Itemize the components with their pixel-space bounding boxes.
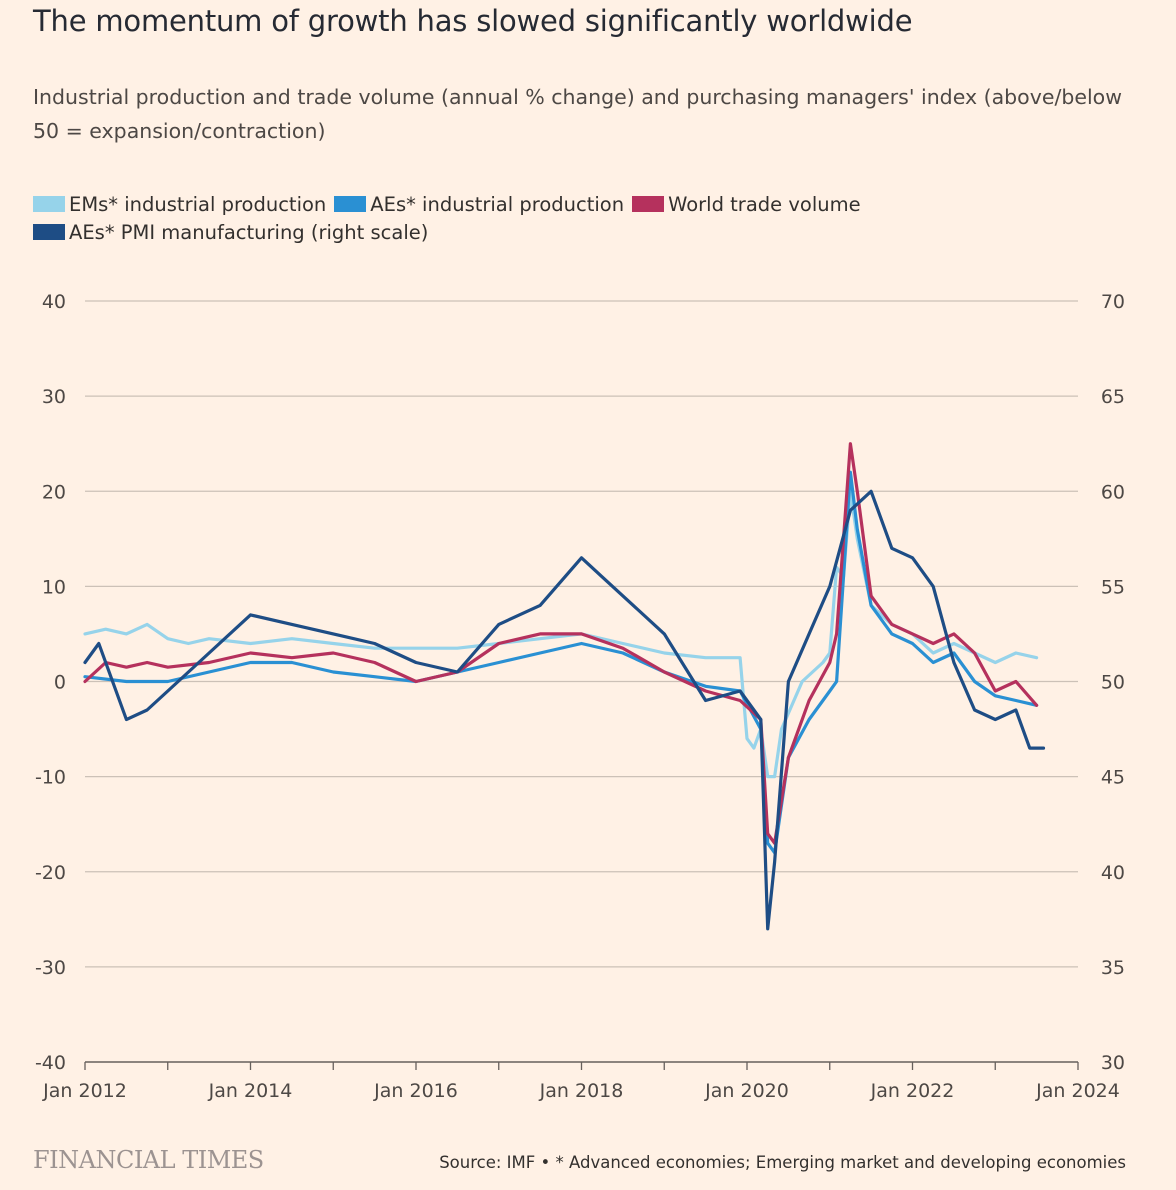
y-right-tick-label: 45 (1101, 767, 1125, 789)
legend-swatch-world-trade (632, 196, 665, 212)
legend-item-ems-ip: EMs* industrial production (33, 193, 326, 216)
y-left-tick-label: 0 (54, 672, 66, 694)
legend-item-aes-ip: AEs* industrial production (334, 193, 624, 216)
line-chart: 40 30 20 10 0 -10 -20 -30 -40 70 65 60 55 50 45 40 35 30 J… (35, 291, 1125, 1102)
y-right-tick-label: 50 (1101, 672, 1125, 694)
chart-title: The momentum of growth has slowed signif… (33, 4, 913, 38)
x-tick-label: Jan 2022 (870, 1080, 955, 1102)
y-left-tick-label: 10 (42, 576, 66, 598)
legend-swatch-ems-ip (33, 196, 65, 212)
x-tick-label: Jan 2020 (704, 1080, 789, 1102)
legend-row-2: AEs* PMI manufacturing (right scale) (33, 218, 933, 246)
legend-swatch-aes-ip (334, 196, 367, 212)
legend-label-aes-ip: AEs* industrial production (370, 192, 625, 216)
source-note: Source: IMF • * Advanced economies; Emer… (439, 1153, 1126, 1172)
ft-logo: FINANCIAL TIMES (33, 1146, 264, 1174)
y-right-tick-label: 35 (1101, 957, 1125, 979)
x-tick-label: Jan 2018 (539, 1080, 624, 1102)
chart-legend: EMs* industrial production AEs* industri… (33, 190, 933, 246)
y-left-tick-label: -10 (35, 767, 66, 789)
y-right-tick-label: 70 (1101, 291, 1125, 313)
legend-row-1: EMs* industrial production AEs* industri… (33, 190, 933, 218)
y-right-tick-label: 60 (1101, 481, 1125, 503)
x-tick-label: Jan 2012 (42, 1080, 127, 1102)
legend-item-aes-pmi: AEs* PMI manufacturing (right scale) (33, 221, 428, 244)
y-left-tick-label: -40 (35, 1052, 66, 1074)
series-line-1 (83, 470, 1039, 855)
y-left-tick-label: 40 (42, 291, 66, 313)
legend-item-world-trade: World trade volume (632, 193, 861, 216)
legend-label-aes-pmi: AEs* PMI manufacturing (right scale) (69, 220, 429, 244)
legend-swatch-aes-pmi (33, 224, 65, 240)
y-left-tick-label: 30 (42, 386, 66, 408)
x-tick-label: Jan 2024 (1035, 1080, 1120, 1102)
legend-label-world-trade: World trade volume (668, 192, 861, 216)
y-right-tick-label: 40 (1101, 862, 1125, 884)
x-tick-label: Jan 2016 (373, 1080, 458, 1102)
y-right-tick-label: 65 (1101, 386, 1125, 408)
y-left-tick-label: -20 (35, 862, 66, 884)
series-line-2 (83, 442, 1039, 845)
legend-label-ems-ip: EMs* industrial production (69, 192, 327, 216)
y-left-tick-label: -30 (35, 957, 66, 979)
y-left-tick-label: 20 (42, 481, 66, 503)
series-line-3 (83, 489, 1046, 931)
chart-subtitle: Industrial production and trade volume (… (33, 85, 1122, 143)
y-right-tick-label: 55 (1101, 576, 1125, 598)
y-right-tick-label: 30 (1101, 1052, 1125, 1074)
x-tick-label: Jan 2014 (208, 1080, 293, 1102)
